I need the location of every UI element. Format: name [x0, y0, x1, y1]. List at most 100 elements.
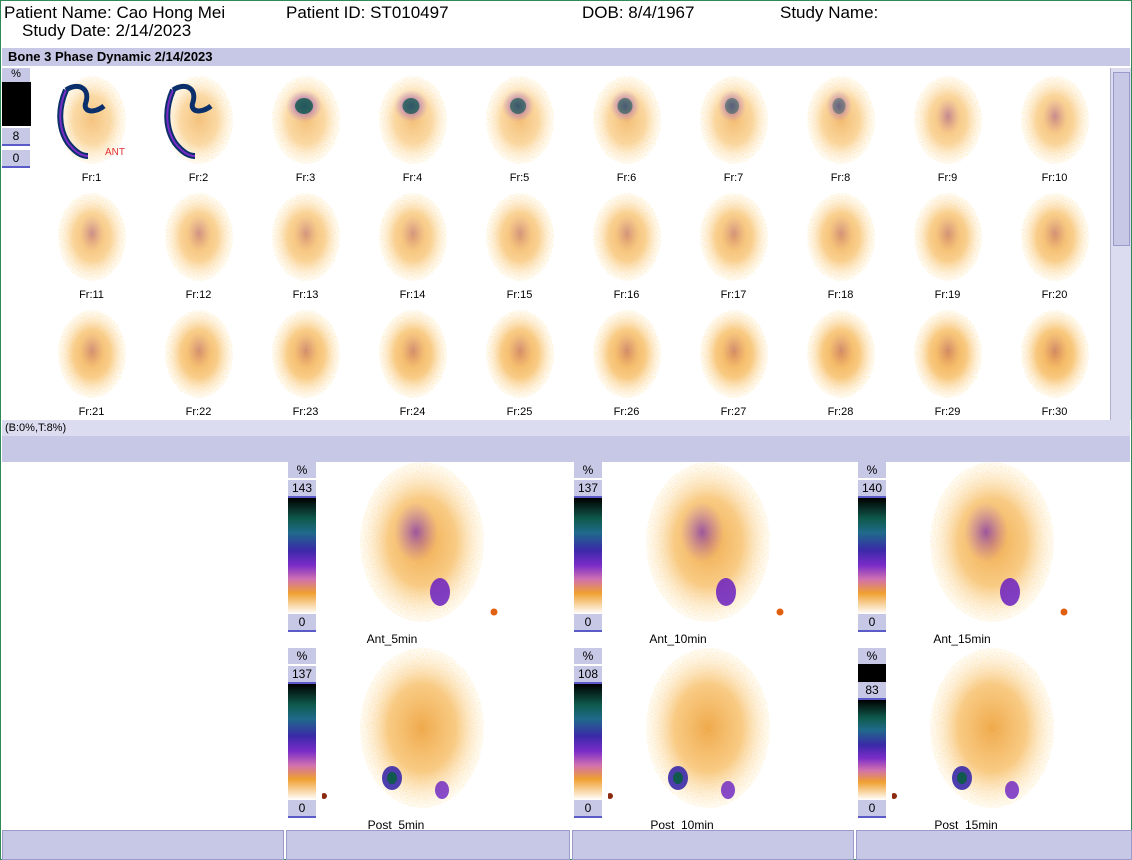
- scale-min-value[interactable]: 0: [288, 614, 316, 632]
- scale-max-value[interactable]: 83: [858, 682, 886, 700]
- frame-image: [379, 193, 447, 281]
- frame-label: Fr:16: [613, 289, 640, 301]
- dynamic-frame[interactable]: Fr:27: [680, 302, 787, 419]
- frame-label: Fr:13: [292, 289, 319, 301]
- scale-min-value[interactable]: 0: [288, 800, 316, 818]
- color-scale-bar: [574, 498, 602, 614]
- dynamic-frame[interactable]: Fr:9: [894, 68, 1001, 185]
- dynamic-frame[interactable]: Fr:14: [359, 185, 466, 302]
- frame-label: Fr:28: [827, 406, 854, 418]
- dynamic-scale-percent: %: [2, 68, 30, 82]
- frame-image: [58, 310, 126, 398]
- frame-image: [486, 193, 554, 281]
- dynamic-color-scale: [2, 82, 31, 126]
- scale-max-value[interactable]: 143: [288, 480, 316, 498]
- frame-label: Fr:9: [937, 172, 958, 184]
- frame-label: Fr:2: [188, 172, 209, 184]
- frame-image: [914, 193, 982, 281]
- study-date: Study Date: 2/14/2023: [22, 21, 192, 40]
- dynamic-frame[interactable]: Fr:11: [38, 185, 145, 302]
- dynamic-frame[interactable]: Fr:21: [38, 302, 145, 419]
- dynamic-frame[interactable]: Fr:17: [680, 185, 787, 302]
- frame-image: [164, 76, 233, 164]
- frame-image: [58, 193, 126, 281]
- scale-max-value[interactable]: 140: [858, 480, 886, 498]
- frame-label: Fr:15: [506, 289, 533, 301]
- scale-min-value[interactable]: 0: [858, 800, 886, 818]
- color-scale-bar: [288, 684, 316, 800]
- dynamic-frame[interactable]: Fr:7: [680, 68, 787, 185]
- color-scale-bar: [858, 700, 886, 800]
- frame-label: Fr:22: [185, 406, 212, 418]
- dynamic-frames-grid: Fr:1 Fr:2 Fr:3 Fr:4 Fr:5 Fr:6 Fr:7 Fr:8 Fr:9 Fr:1…: [38, 68, 1108, 420]
- dynamic-frame[interactable]: Fr:6: [573, 68, 680, 185]
- frame-label: Fr:1: [81, 172, 102, 184]
- dynamic-frame[interactable]: Fr:8: [787, 68, 894, 185]
- frame-image: [807, 310, 875, 398]
- scan-image: [360, 462, 498, 622]
- dynamic-frame[interactable]: Fr:1: [38, 68, 145, 185]
- dynamic-scale-min[interactable]: 0: [2, 150, 30, 168]
- scale-max-value[interactable]: 108: [574, 666, 602, 684]
- frame-label: Fr:14: [399, 289, 426, 301]
- scale-percent: %: [288, 648, 316, 664]
- static-view-post-15min[interactable]: % 83 0 Post_15min: [856, 648, 1126, 832]
- frame-label: Fr:12: [185, 289, 212, 301]
- dynamic-frame[interactable]: Fr:18: [787, 185, 894, 302]
- divider-bar: [2, 436, 1130, 462]
- dynamic-frame[interactable]: Fr:10: [1001, 68, 1108, 185]
- dynamic-frame[interactable]: Fr:19: [894, 185, 1001, 302]
- static-view-post-10min[interactable]: % 108 0 Post_10min: [572, 648, 842, 832]
- static-view-ant-15min[interactable]: % 140 0 Ant_15min: [856, 462, 1126, 646]
- frame-label: Fr:7: [723, 172, 744, 184]
- dynamic-frame[interactable]: Fr:24: [359, 302, 466, 419]
- color-scale-bar: [858, 498, 886, 614]
- static-view-ant-5min[interactable]: % 143 0 Ant_5min: [286, 462, 556, 646]
- dynamic-title: Bone 3 Phase Dynamic 2/14/2023: [8, 49, 213, 64]
- dynamic-frame[interactable]: Fr:28: [787, 302, 894, 419]
- color-scale-bar: [574, 684, 602, 800]
- dob: DOB: 8/4/1967: [582, 3, 695, 22]
- scale-min-value[interactable]: 0: [858, 614, 886, 632]
- scale-max-value[interactable]: 137: [288, 666, 316, 684]
- frame-label: Fr:20: [1041, 289, 1068, 301]
- frame-label: Fr:24: [399, 406, 426, 418]
- scale-min-value[interactable]: 0: [574, 800, 602, 818]
- dynamic-frame[interactable]: Fr:20: [1001, 185, 1108, 302]
- frame-image: [272, 76, 340, 164]
- frame-label: Fr:23: [292, 406, 319, 418]
- frame-label: Fr:8: [830, 172, 851, 184]
- dynamic-frame[interactable]: Fr:15: [466, 185, 573, 302]
- dynamic-frame[interactable]: Fr:2: [145, 68, 252, 185]
- frame-label: Fr:27: [720, 406, 747, 418]
- static-view-post-5min[interactable]: % 137 0 Post_5min: [286, 648, 556, 832]
- frame-label: Fr:4: [402, 172, 423, 184]
- dynamic-frame[interactable]: Fr:29: [894, 302, 1001, 419]
- frame-label: Fr:10: [1041, 172, 1068, 184]
- dynamic-frame[interactable]: Fr:26: [573, 302, 680, 419]
- dynamic-frame[interactable]: Fr:13: [252, 185, 359, 302]
- scale-percent: %: [288, 462, 316, 478]
- dynamic-frame[interactable]: Fr:4: [359, 68, 466, 185]
- frames-scrollbar-thumb[interactable]: [1113, 72, 1130, 246]
- scale-min-value[interactable]: 0: [574, 614, 602, 632]
- frame-label: Fr:25: [506, 406, 533, 418]
- scale-black-band: [858, 664, 886, 682]
- frame-image: [57, 76, 126, 164]
- dynamic-frame[interactable]: Fr:16: [573, 185, 680, 302]
- dynamic-frame[interactable]: Fr:22: [145, 302, 252, 419]
- dynamic-frame[interactable]: Fr:23: [252, 302, 359, 419]
- scale-max-value[interactable]: 137: [574, 480, 602, 498]
- dynamic-frame[interactable]: Fr:30: [1001, 302, 1108, 419]
- static-view-ant-10min[interactable]: % 137 0 Ant_10min: [572, 462, 842, 646]
- frame-label: Fr:5: [509, 172, 530, 184]
- frames-scrollbar[interactable]: [1110, 68, 1131, 420]
- frame-label: Fr:6: [616, 172, 637, 184]
- dynamic-frame[interactable]: Fr:5: [466, 68, 573, 185]
- dynamic-frame[interactable]: Fr:25: [466, 302, 573, 419]
- patient-id: Patient ID: ST010497: [286, 3, 449, 22]
- dynamic-frame[interactable]: Fr:12: [145, 185, 252, 302]
- frame-image: [700, 76, 768, 164]
- dynamic-scale-max[interactable]: 8: [2, 128, 30, 146]
- dynamic-frame[interactable]: Fr:3: [252, 68, 359, 185]
